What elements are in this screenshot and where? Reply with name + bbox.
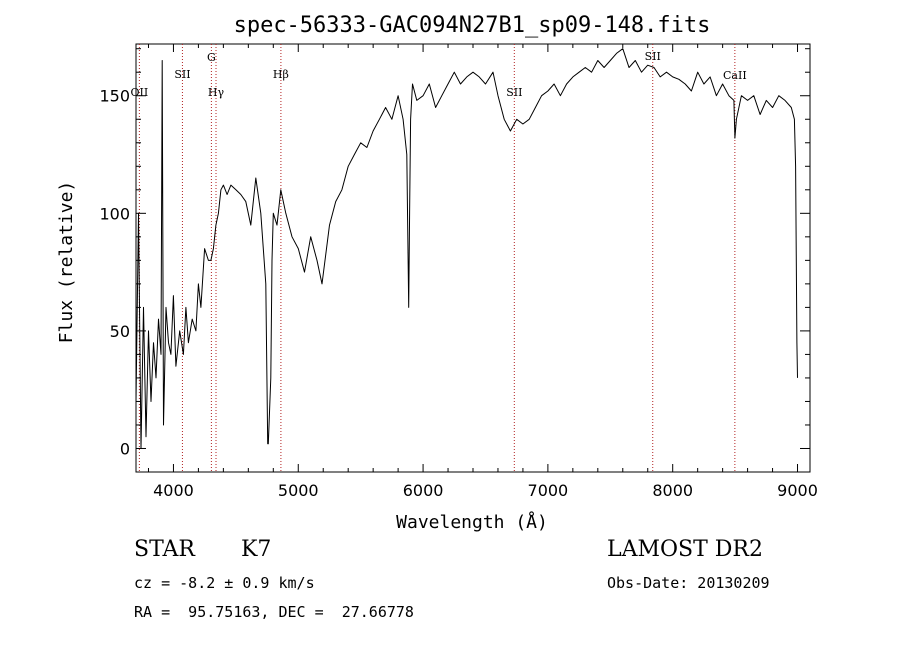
object-type: STAR bbox=[134, 537, 195, 562]
spectral-subclass: K7 bbox=[241, 537, 272, 562]
redshift-text: cz = -8.2 ± 0.9 km/s bbox=[134, 574, 315, 592]
y-tick-label-3: 150 bbox=[99, 87, 130, 106]
y-axis-label: Flux (relative) bbox=[56, 181, 77, 344]
line-label-3: Hγ bbox=[208, 86, 225, 99]
plot-frame bbox=[135, 43, 811, 473]
x-tick-label-3: 7000 bbox=[528, 481, 569, 500]
line-label-6: SII bbox=[645, 50, 661, 63]
chart-title: spec-56333-GAC094N27B1_sp09-148.fits bbox=[234, 13, 711, 38]
y-tick-label-0: 0 bbox=[120, 439, 130, 458]
coordinates-text: RA = 95.75163, DEC = 27.66778 bbox=[134, 603, 414, 621]
line-label-7: CaII bbox=[723, 69, 747, 82]
line-label-2: G bbox=[207, 51, 216, 64]
line-label-5: SII bbox=[506, 86, 522, 99]
x-tick-label-1: 5000 bbox=[278, 481, 319, 500]
obs-date: Obs-Date: 20130209 bbox=[607, 574, 770, 592]
x-tick-label-0: 4000 bbox=[153, 481, 194, 500]
x-axis-label: Wavelength (Å) bbox=[396, 511, 548, 533]
line-label-4: Hβ bbox=[273, 68, 289, 81]
y-tick-label-1: 50 bbox=[110, 322, 130, 341]
spectrum-line bbox=[135, 48, 798, 449]
x-tick-label-4: 8000 bbox=[652, 481, 693, 500]
y-tick-label-2: 100 bbox=[99, 204, 130, 223]
x-tick-label-2: 6000 bbox=[403, 481, 444, 500]
survey-name: LAMOST DR2 bbox=[607, 537, 763, 562]
plot-area: OII SII G Hγ Hβ SII SII CaII 4000 5000 6000 7000 800… bbox=[99, 43, 818, 500]
line-label-0: OII bbox=[131, 86, 149, 99]
x-tick-label-5: 9000 bbox=[777, 481, 818, 500]
line-label-1: SII bbox=[174, 68, 190, 81]
